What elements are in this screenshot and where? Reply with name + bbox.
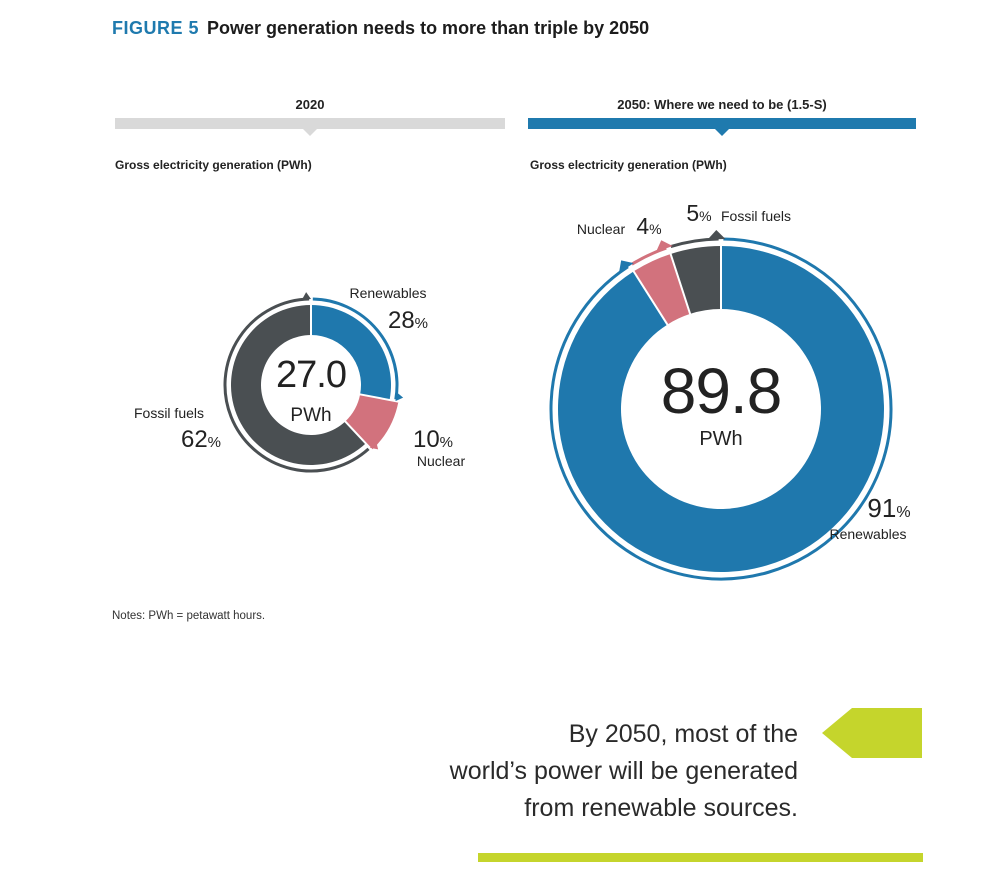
callout-line-1: By 2050, most of the [568, 720, 798, 748]
right-label-nuclear: Nuclear [577, 221, 626, 237]
left-total-value: 27.0 [276, 354, 346, 396]
right-slice-fossil-fuels [670, 246, 721, 314]
right-pointer-2 [707, 230, 726, 240]
left-period-pointer [303, 129, 317, 136]
left-slice-fossil-fuels [231, 305, 366, 466]
footnote: Notes: PWh = petawatt hours. [112, 610, 266, 622]
right-period-bar [528, 118, 916, 129]
left-slice-nuclear [345, 394, 399, 450]
right-pointer-1 [655, 240, 673, 252]
right-pct-renewables: 91% [867, 493, 910, 523]
left-pointer-1 [369, 441, 379, 450]
callout-underline [478, 853, 923, 862]
left-pct-fossil-fuels: 62% [181, 426, 221, 453]
right-period-pointer [715, 129, 729, 136]
right-slice-separator-2 [666, 244, 692, 316]
right-pct-fossil-fuels: 5% [686, 200, 711, 226]
callout-arrow-icon [822, 708, 922, 758]
figure-title: FIGURE 5 Power generation needs to more t… [112, 18, 649, 39]
left-total-unit: PWh [290, 405, 331, 426]
right-pct-nuclear: 4% [636, 213, 661, 239]
left-slice-separator-1 [358, 393, 399, 403]
left-label-renewables: Renewables [349, 285, 426, 301]
left-label-nuclear: Nuclear [417, 453, 466, 469]
left-outer-arc-0 [312, 297, 399, 400]
figure-heading: Power generation needs to more than trip… [207, 18, 650, 38]
left-slice-renewables [311, 305, 391, 400]
right-total-unit: PWh [699, 428, 742, 450]
callout-line-3: from renewable sources. [524, 794, 798, 822]
right-pointer-0 [618, 260, 634, 274]
left-subtitle: Gross electricity generation (PWh) [115, 158, 312, 172]
left-period-bar [115, 118, 505, 129]
left-pointer-2 [302, 292, 311, 300]
left-pct-nuclear: 10% [413, 426, 453, 453]
callout-arrow-shape [822, 708, 922, 758]
right-label-renewables: Renewables [829, 526, 906, 542]
right-label-fossil-fuels: Fossil fuels [721, 208, 791, 224]
right-slice-renewables [557, 246, 884, 572]
left-period-label: 2020 [295, 97, 325, 112]
left-label-fossil-fuels: Fossil fuels [134, 405, 204, 421]
callout-line-2: world’s power will be generated [449, 757, 798, 785]
right-total-value: 89.8 [661, 355, 782, 427]
right-slice-separator-1 [627, 262, 669, 326]
right-outer-arc-0 [549, 237, 893, 581]
left-outer-arc-2 [223, 297, 370, 473]
right-period-label: 2050: Where we need to be (1.5-S) [617, 97, 827, 112]
right-subtitle: Gross electricity generation (PWh) [530, 158, 727, 172]
left-pointer-0 [395, 392, 404, 402]
left-pct-renewables: 28% [388, 307, 428, 334]
figure-label: FIGURE 5 [112, 18, 200, 38]
right-outer-arc-2 [670, 237, 719, 249]
left-slice-separator-2 [343, 420, 373, 451]
callout-text: By 2050, most of the world’s power will … [450, 716, 798, 827]
